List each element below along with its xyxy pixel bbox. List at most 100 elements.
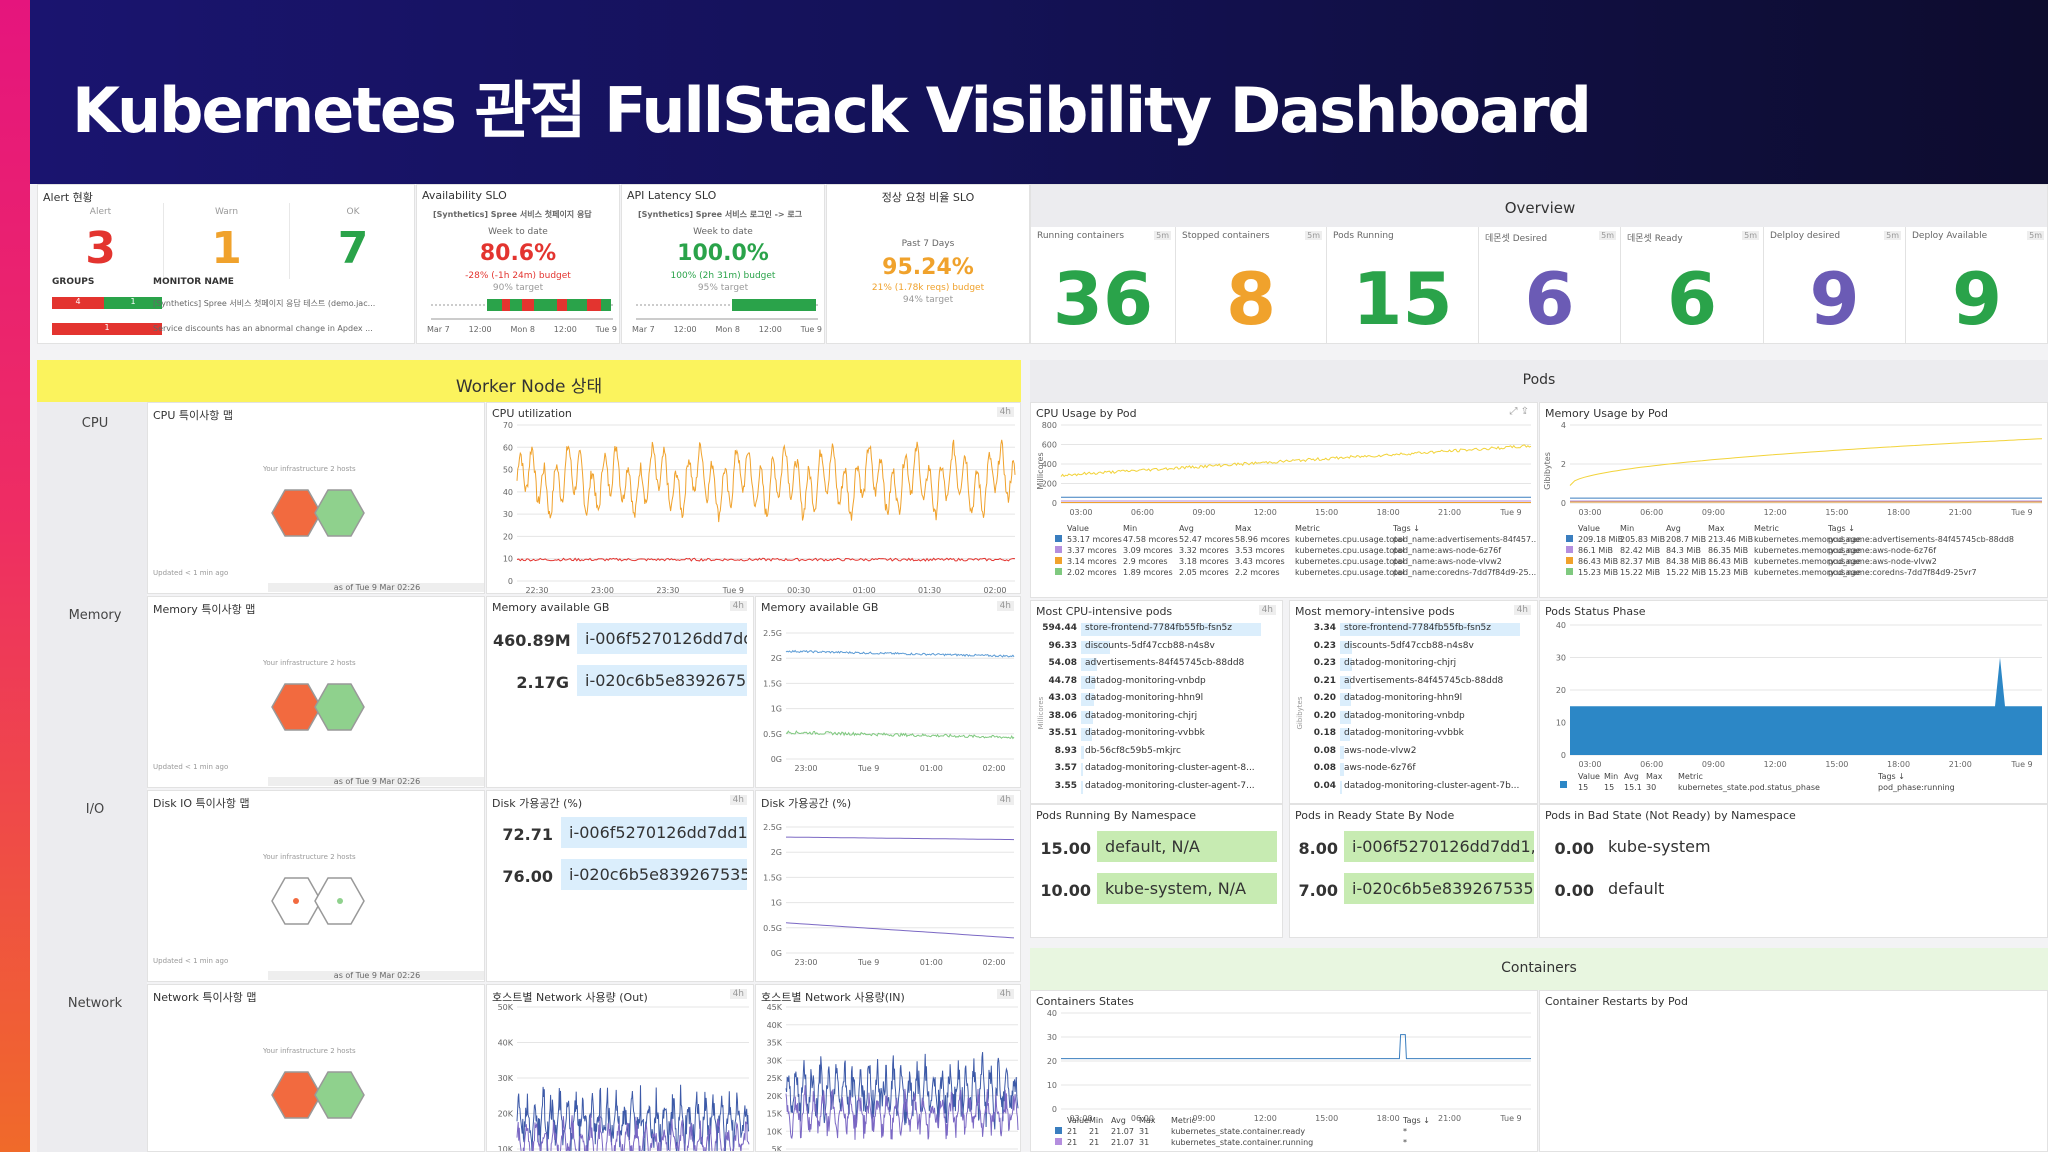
host-map-hexagons[interactable] [268,677,368,737]
list-item[interactable]: store-frontend-7784fb55fb-fsn5z [1085,623,1233,633]
ok-count[interactable]: 7 [337,223,369,274]
overview-tile[interactable]: Running containers 5m 36 [1031,227,1176,343]
host-hexagon[interactable] [314,489,365,537]
memory-host-2[interactable]: i-020c6b5e839267535 [577,665,747,696]
time-badge[interactable]: 4h [1258,605,1276,615]
list-item[interactable]: datadog-monitoring-vnbdp [1344,710,1465,721]
list-item[interactable]: datadog-monitoring-cluster-agent-7b... [1344,780,1520,791]
y-tick: 1G [771,899,782,908]
host-hexagon[interactable] [271,683,322,731]
y-tick: 2.5G [763,823,782,832]
expand-icon[interactable]: ⤢ ⇪ [1509,406,1529,417]
list-bar [1081,780,1083,794]
memory-usage-chart: 4 2 0 03:00 06:00 09:00 12:00 15:00 18:00 21:00 Tu… [1543,421,2043,577]
x-tick: 09:00 [1702,760,1725,769]
list-item[interactable]: store-frontend-7784fb55fb-fsn5z [1344,623,1492,633]
table-cell: 3.32 mcores [1179,546,1229,555]
list-item[interactable]: discounts-5df47ccb88-n4s8v [1085,640,1215,651]
ns-label-2[interactable]: kube-system, N/A [1097,873,1277,904]
y-tick: 2G [771,848,782,857]
list-item[interactable]: datadog-monitoring-hhn9l [1085,693,1204,703]
time-badge[interactable]: 4h [996,795,1014,805]
ns-label-1[interactable]: default, N/A [1097,831,1277,862]
panel-title: CPU 특이사항 맵 [153,409,233,422]
time-badge: 5m [1884,231,1901,240]
containers-header: Containers [1030,948,2048,990]
time-badge[interactable]: 4h [996,989,1014,999]
x-tick: 09:00 [1192,1114,1215,1123]
overview-tile[interactable]: Pods Running 15 [1327,227,1479,343]
host-dot [293,898,299,904]
time-badge[interactable]: 4h [729,795,747,805]
x-tick: 18:00 [1377,508,1400,517]
host-hexagon[interactable] [271,1071,322,1119]
monitor-link-1[interactable]: [Synthetics] Spree 서비스 첫페이지 응답 테스트 (demo… [153,299,376,308]
time-badge[interactable]: 4h [729,989,747,999]
alert-count[interactable]: 3 [85,223,116,274]
overview-tile[interactable]: 데몬셋 Ready 5m 6 [1621,227,1764,343]
list-item[interactable]: datadog-monitoring-cluster-agent-8... [1085,763,1255,773]
list-item[interactable]: db-56cf8c59b5-mkjrc [1085,745,1181,756]
group-ok-badge[interactable]: 1 [104,297,162,309]
x-tick: 12:00 [1764,508,1787,517]
table-cell: 21.07 [1111,1127,1134,1136]
x-tick: 18:00 [1887,760,1910,769]
time-badge[interactable]: 4h [996,601,1014,611]
list-item[interactable]: datadog-monitoring-cluster-agent-7... [1085,780,1255,791]
host-hexagon[interactable] [271,489,322,537]
list-item[interactable]: datadog-monitoring-chjrj [1085,710,1198,721]
warn-count[interactable]: 1 [211,223,242,274]
x-tick: 02:00 [982,764,1005,773]
list-item[interactable]: datadog-monitoring-vvbbk [1344,728,1464,738]
y-tick: 40 [1047,1009,1057,1018]
disk-host-2[interactable]: i-020c6b5e839267535 [561,859,747,890]
overview-tile[interactable]: Delploy desired 5m 9 [1764,227,1906,343]
host-map-panel: Network 특이사항 맵 Your infrastructure 2 hos… [147,984,485,1152]
table-cell: 208.7 MiB [1666,535,1706,544]
host-hexagon[interactable] [314,1071,365,1119]
node-label-2[interactable]: i-020c6b5e839267535, ... [1344,873,1534,904]
list-item[interactable]: advertisements-84f45745cb-88dd8 [1344,675,1504,686]
section-title: Overview [1504,199,1576,217]
list-value: 0.20 [1313,710,1336,721]
table-header: Max [1708,524,1725,533]
overview-tile[interactable]: 데몬셋 Desired 5m 6 [1479,227,1621,343]
host-map-panel: CPU 특이사항 맵 Your infrastructure 2 hosts U… [147,402,485,594]
list-item[interactable]: datadog-monitoring-vnbdp [1085,675,1206,686]
time-badge[interactable]: 4h [729,601,747,611]
node-label-1[interactable]: i-006f5270126dd7dd1,... [1344,831,1534,862]
y-tick: 1.5G [763,679,782,688]
overview-tile[interactable]: Stopped containers 5m 8 [1176,227,1327,343]
host-hexagon[interactable] [314,683,365,731]
host-map-hexagons[interactable] [268,1065,368,1125]
list-item[interactable]: aws-node-6z76f [1344,763,1416,773]
host-map-hexagons[interactable] [268,871,368,931]
overview-tile[interactable]: Deploy Available 5m 9 [1906,227,2047,343]
time-badge[interactable]: 4h [996,407,1014,417]
table-cell: 3.53 mcores [1235,546,1285,555]
list-item[interactable]: advertisements-84f45745cb-88dd8 [1085,658,1245,668]
table-header: Min [1620,524,1634,533]
tile-value: 9 [1809,257,1860,341]
monitor-link-2[interactable]: Service discounts has an abnormal change… [153,324,373,333]
list-bar [1340,780,1343,794]
table-header: Metric [1678,772,1703,781]
group-alert-badge-2[interactable]: 1 [52,323,162,335]
disk-host-1[interactable]: i-006f5270126dd7dd1 [561,817,747,848]
bad-label-2[interactable]: default [1608,879,1665,898]
list-item[interactable]: datadog-monitoring-vvbbk [1085,728,1205,738]
list-item[interactable]: datadog-monitoring-hhn9l [1344,693,1463,703]
host-map-hexagons[interactable] [268,483,368,543]
list-item[interactable]: datadog-monitoring-chjrj [1344,658,1457,668]
series-line [785,1052,1019,1130]
group-alert-badge[interactable]: 4 [52,297,104,309]
bad-value-1: 0.00 [1554,839,1594,858]
table-cell: 31 [1139,1138,1149,1147]
memory-available-chart: 2.5G 2G 1.5G 1G 0.5G 0G 23:00 Tue 9 01:00 02:00 [763,629,1015,773]
time-badge[interactable]: 4h [1513,605,1531,615]
table-cell: kubernetes.memory.usage [1754,535,1860,544]
memory-host-1[interactable]: i-006f5270126dd7dd1 [577,623,747,654]
list-item[interactable]: aws-node-vlvw2 [1344,745,1417,756]
list-item[interactable]: discounts-5df47ccb88-n4s8v [1344,640,1474,651]
bad-label-1[interactable]: kube-system [1608,837,1711,856]
